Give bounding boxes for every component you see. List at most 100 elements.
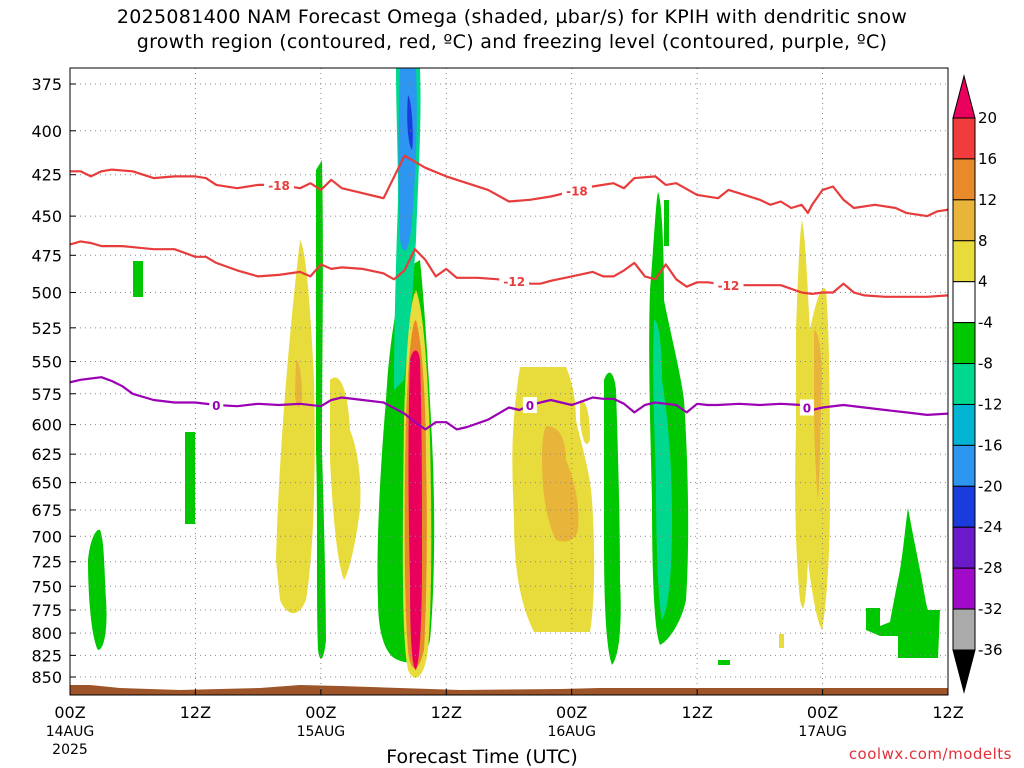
chart-title-line-2: growth region (contoured, red, ºC) and f…	[136, 31, 888, 53]
x-date-label: 16AUG	[547, 724, 596, 740]
chart-title-line-1: 2025081400 NAM Forecast Omega (shaded, µ…	[116, 6, 908, 28]
x-tick-label: 12Z	[431, 703, 462, 722]
y-tick-label: 425	[31, 166, 62, 185]
omega-area-darkblue-1	[407, 95, 413, 150]
contour-label: -12	[718, 279, 740, 293]
omega-shading	[70, 68, 948, 695]
contour-label: 0	[526, 399, 534, 413]
contour-line-0	[70, 376, 948, 431]
colorbar-swatch	[952, 322, 976, 365]
y-tick-label: 700	[31, 527, 62, 546]
omega-area-green-small-2	[185, 432, 195, 524]
contour-label-bg	[522, 397, 537, 414]
y-tick-label: 675	[31, 501, 62, 520]
omega-area-orange-1	[295, 360, 302, 407]
colorbar-label: -24	[978, 518, 1003, 536]
contour-label: -18	[566, 184, 588, 198]
colorbar-label: -28	[978, 559, 1003, 577]
y-tick-label: 450	[31, 207, 62, 226]
omega-area-yellow-2	[330, 377, 361, 580]
contour-label-bg	[209, 397, 224, 414]
x-tick-label: 12Z	[932, 703, 963, 722]
x-year-label: 2025	[52, 742, 88, 758]
omega-area-yellow-6	[795, 220, 830, 630]
y-tick-label: 800	[31, 624, 62, 643]
colorbar-bottom-arrow	[952, 649, 976, 694]
colorbar-label: -32	[978, 600, 1003, 618]
colorbar-swatch	[952, 281, 976, 324]
omega-area-green-2	[316, 160, 326, 659]
colorbar-label: 12	[978, 191, 997, 209]
x-date-label: 17AUG	[798, 724, 847, 740]
x-tick-label: 00Z	[807, 703, 838, 722]
contour-label: -18	[268, 179, 290, 193]
omega-area-green-small	[133, 261, 143, 297]
y-tick-label: 750	[31, 577, 62, 596]
omega-area-orange-3	[542, 426, 579, 542]
y-tick-label: 475	[31, 246, 62, 265]
x-axis: 00Z 14AUG 2025 12Z 00Z 15AUG 12Z 00Z 16AUG 12Z 00Z…	[46, 689, 964, 758]
x-tick-label: 12Z	[180, 703, 211, 722]
omega-area-green-6	[664, 200, 669, 246]
colorbar-label: -12	[978, 395, 1003, 413]
omega-area-yellow-5	[580, 400, 590, 444]
omega-area-orange-4	[814, 330, 822, 500]
x-tick-label: 00Z	[556, 703, 587, 722]
colorbar-swatch	[952, 363, 976, 405]
contour-label: 0	[803, 401, 811, 415]
colorbar-label: 4	[978, 273, 988, 291]
y-tick-label: 500	[31, 283, 62, 302]
omega-area-green-4	[604, 372, 621, 665]
colorbar-swatch	[952, 158, 976, 201]
x-date-label: 15AUG	[297, 724, 346, 740]
contour-label: 0	[212, 399, 220, 413]
colorbar-label: -16	[978, 436, 1003, 454]
colorbar-swatch	[952, 117, 976, 160]
colorbar-swatch	[952, 526, 976, 569]
contour-line--18	[70, 154, 948, 218]
colorbar-label: -8	[978, 355, 993, 373]
contour-label-bg	[499, 272, 530, 289]
omega-area-yellow-7	[779, 634, 784, 648]
contour-label-bg	[713, 277, 744, 294]
colorbar: 20 16 12 8 4 -4 -8 -12 -16 -20 -24 -28 -32 -36	[952, 74, 1003, 694]
terrain-surface	[70, 685, 948, 695]
omega-area-blue-1	[398, 68, 417, 251]
x-tick-label: 00Z	[305, 703, 336, 722]
omega-area-green-8	[866, 508, 940, 658]
colorbar-swatch	[952, 485, 976, 528]
colorbar-label: 16	[978, 150, 997, 168]
contours: -18 -18 -12 -12 0 0 0	[70, 154, 948, 431]
contour-label-bg	[264, 176, 295, 193]
y-tick-label: 575	[31, 385, 62, 404]
contour-label-bg	[799, 399, 814, 416]
x-tick-label: 00Z	[54, 703, 85, 722]
y-tick-label: 400	[31, 122, 62, 141]
omega-area-yellow-1	[276, 240, 315, 614]
colorbar-swatch	[952, 444, 976, 487]
y-tick-label: 525	[31, 319, 62, 338]
y-tick-label: 550	[31, 353, 62, 372]
colorbar-label: -4	[978, 314, 993, 332]
colorbar-swatch	[952, 403, 976, 446]
y-tick-label: 775	[31, 601, 62, 620]
y-tick-label: 850	[31, 668, 62, 687]
omega-area-green-left	[88, 529, 107, 650]
colorbar-label: -20	[978, 477, 1003, 495]
credit-text: coolwx.com/modelts	[848, 745, 1012, 763]
y-tick-label: 650	[31, 474, 62, 493]
y-tick-label: 725	[31, 553, 62, 572]
colorbar-label: 8	[978, 232, 988, 250]
x-date-label: 14AUG	[46, 724, 95, 740]
y-tick-label: 825	[31, 646, 62, 665]
colorbar-label: -36	[978, 641, 1003, 659]
y-tick-label: 375	[31, 75, 62, 94]
x-tick-label: 12Z	[681, 703, 712, 722]
colorbar-swatch	[952, 567, 976, 610]
colorbar-swatch	[952, 199, 976, 242]
omega-area-green-7	[718, 660, 730, 665]
colorbar-top-arrow	[952, 74, 976, 119]
x-axis-label: Forecast Time (UTC)	[386, 746, 578, 768]
omega-area-teal-1	[653, 320, 672, 620]
